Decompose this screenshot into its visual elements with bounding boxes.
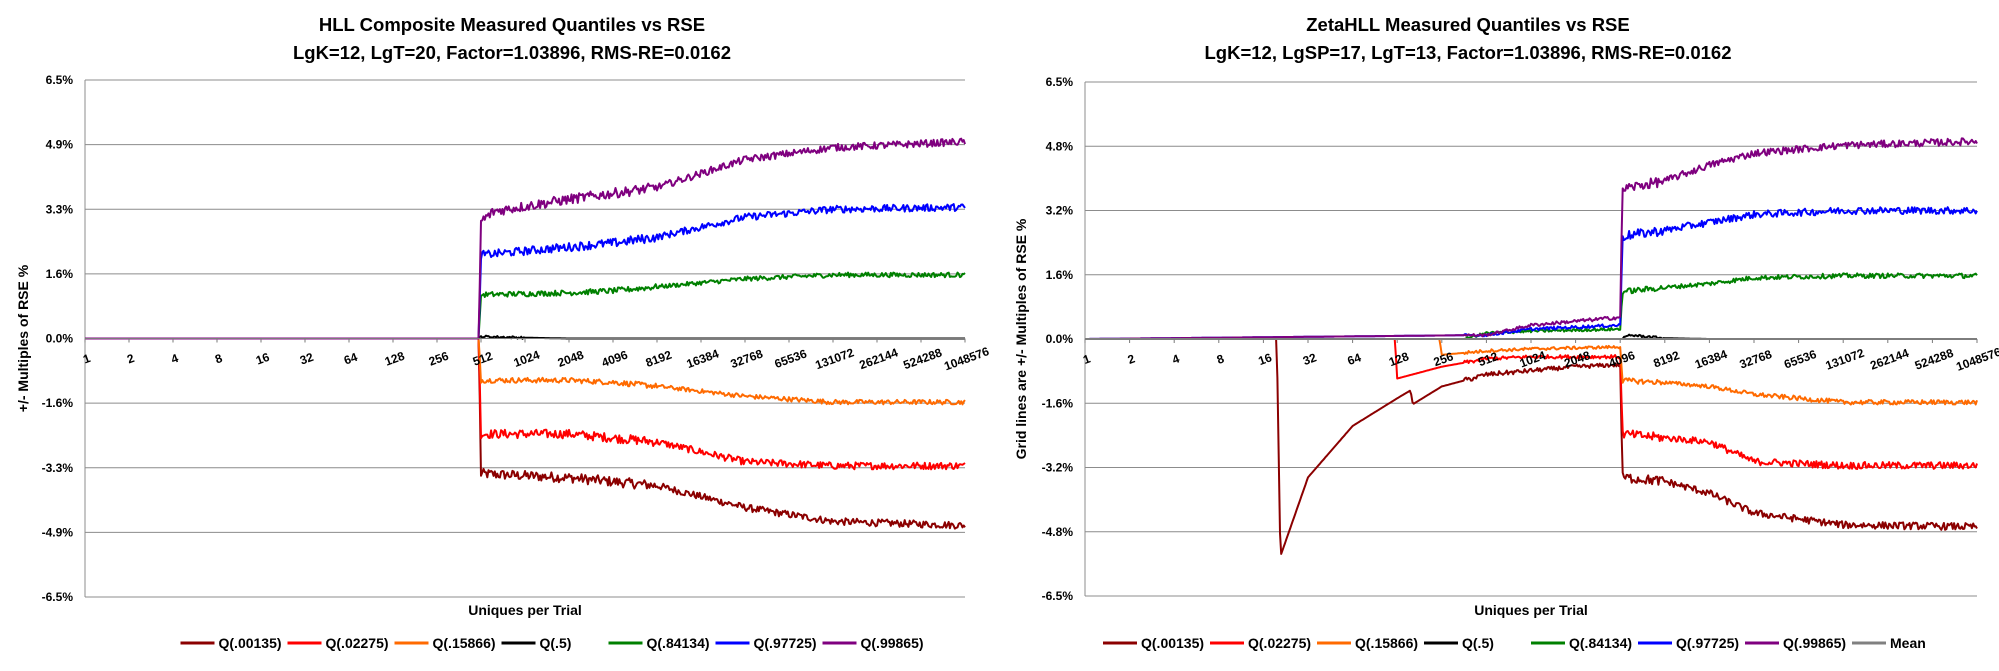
x-tick-label: 2048 [556,347,586,369]
x-tick-label: 8 [1215,351,1226,367]
x-tick-label: 2 [125,351,136,367]
y-tick-label: 1.6% [1046,268,1074,282]
legend-label: Q(.15866) [1355,635,1418,651]
x-tick-label: 262144 [857,345,900,372]
x-tick-label: 1024 [1518,348,1548,370]
x-tick-label: 524288 [901,345,944,372]
x-tick-label: 32768 [1738,347,1774,372]
x-tick-label: 4 [169,351,180,367]
x-tick-label: 4096 [600,347,630,369]
chart-panel-1: HLL Composite Measured Quantiles vs RSE L… [15,14,991,651]
x-tick-label: 1048576 [942,344,991,373]
legend: Q(.00135) Q(.02275) Q(.15866) Q(.5) Q(.84134… [1103,635,1926,651]
y-tick-label: 6.5% [46,73,74,87]
y-tick-label: 0.0% [1046,332,1074,346]
x-tick-label: 4 [1170,351,1181,367]
x-axis-title: Uniques per Trial [1474,602,1588,618]
x-tick-label: 262144 [1868,346,1911,373]
y-tick-label: -1.6% [42,396,74,410]
series-line-q00135 [1085,338,1978,555]
x-tick-label: 64 [1346,350,1364,368]
y-tick-label: 3.3% [46,202,74,216]
legend: Q(.00135) Q(.02275) Q(.15866) Q(.5) Q(.84134… [180,635,924,651]
chart-panel-2: ZetaHLL Measured Quantiles vs RSE LgK=12,… [1013,14,1999,651]
y-tick-label: 3.2% [1046,204,1074,218]
x-tick-label: 16384 [685,346,721,371]
series-line-q84134 [85,271,966,340]
y-tick-label: 0.0% [46,332,74,346]
chart-subtitle: LgK=12, LgSP=17, LgT=13, Factor=1.03896,… [1205,42,1732,63]
x-tick-label: 8192 [644,347,674,369]
y-axis-title: Grid lines are +/- Multiples of RSE % [1013,218,1029,459]
legend-label: Q(.99865) [861,635,924,651]
legend-label: Q(.00135) [219,635,282,651]
x-tick-label: 131072 [1824,346,1867,373]
y-tick-label: 1.6% [46,267,74,281]
x-tick-label: 2 [1126,351,1137,367]
x-tick-label: 128 [383,349,407,369]
legend-label: Q(.02275) [1248,635,1311,651]
legend-label: Q(.5) [540,635,572,651]
y-tick-label: -3.3% [42,461,74,475]
x-tick-label: 64 [342,350,360,368]
x-axis-title: Uniques per Trial [468,602,582,618]
y-tick-label: -3.2% [1042,461,1074,475]
x-tick-label: 256 [1432,349,1456,369]
y-tick-label: -4.9% [42,525,74,539]
y-tick-label: -4.8% [1042,525,1074,539]
x-tick-label: 1 [81,351,92,367]
series-line-q97725 [85,203,966,340]
legend-label: Q(.84134) [1569,635,1632,651]
x-tick-label: 1024 [512,347,542,369]
chart-subtitle: LgK=12, LgT=20, Factor=1.03896, RMS-RE=0… [293,42,731,63]
x-tick-label: 8 [213,351,224,367]
legend-label: Q(.02275) [326,635,389,651]
x-tick-label: 65536 [1782,347,1818,372]
legend-label: Mean [1890,635,1926,651]
x-tick-label: 16384 [1693,347,1729,372]
legend-label: Q(.99865) [1783,635,1846,651]
series-line-q99865 [1085,137,1978,340]
x-tick-label: 256 [427,349,451,369]
legend-label: Q(.84134) [647,635,710,651]
series-line-q15866 [1085,338,1978,406]
legend-label: Q(.5) [1462,635,1494,651]
y-tick-label: -6.5% [42,590,74,604]
x-tick-label: 65536 [773,346,809,371]
legend-label: Q(.97725) [754,635,817,651]
y-tick-label: 4.9% [46,138,74,152]
x-tick-label: 1 [1081,351,1092,367]
chart-title: ZetaHLL Measured Quantiles vs RSE [1306,14,1630,35]
chart-title: HLL Composite Measured Quantiles vs RSE [319,14,705,35]
x-tick-label: 16 [1256,350,1274,368]
x-tick-label: 32 [1301,350,1319,368]
legend-label: Q(.97725) [1676,635,1739,651]
x-tick-label: 32768 [729,346,765,371]
x-tick-label: 1048576 [1954,345,1999,374]
x-tick-label: 131072 [813,345,856,372]
x-tick-label: 32 [298,350,316,368]
x-tick-label: 524288 [1913,346,1956,373]
x-tick-label: 512 [1476,349,1500,369]
y-tick-label: -1.6% [1042,396,1074,410]
x-tick-label: 512 [471,349,495,369]
x-tick-label: 128 [1387,349,1411,369]
y-tick-label: -6.5% [1042,589,1074,603]
legend-label: Q(.00135) [1141,635,1204,651]
legend-label: Q(.15866) [433,635,496,651]
series-line-q99865 [85,137,966,340]
y-tick-label: 6.5% [1046,75,1074,89]
x-tick-label: 8192 [1651,348,1681,370]
series-line-q15866 [85,337,966,406]
x-tick-label: 16 [254,350,272,368]
y-axis-title: +/- Multiples of RSE % [15,264,31,412]
y-tick-label: 4.8% [1046,139,1074,153]
